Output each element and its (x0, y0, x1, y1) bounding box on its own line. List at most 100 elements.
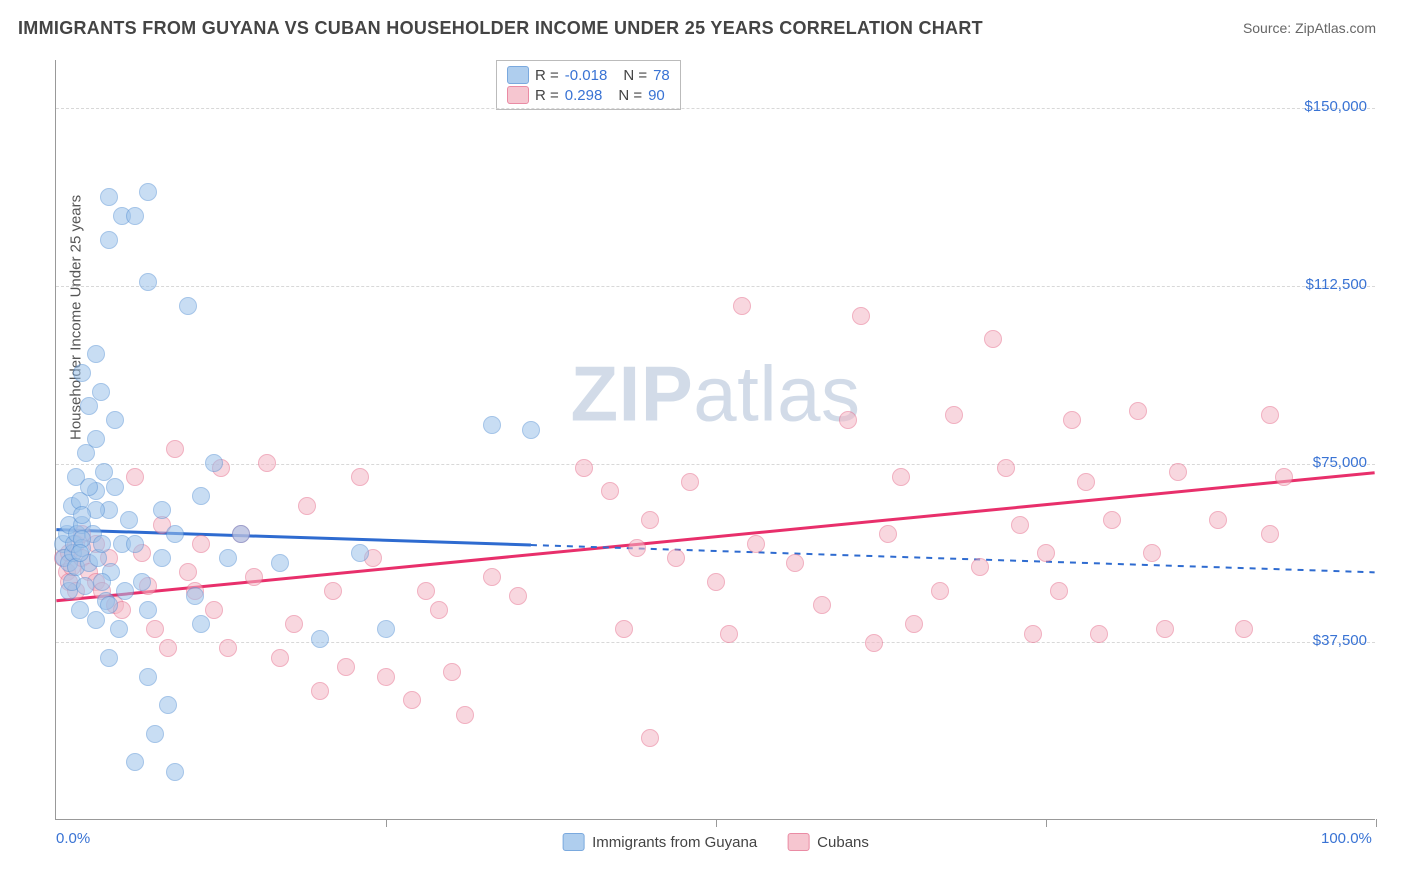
data-point-cubans (337, 658, 355, 676)
data-point-cubans (126, 468, 144, 486)
data-point-cubans (1129, 402, 1147, 420)
data-point-guyana (166, 525, 184, 543)
data-point-cubans (733, 297, 751, 315)
x-tick-mark (1046, 819, 1047, 827)
data-point-cubans (1090, 625, 1108, 643)
data-point-cubans (205, 601, 223, 619)
x-tick-mark (716, 819, 717, 827)
stat-n-cubans: 90 (648, 87, 665, 104)
data-point-cubans (641, 729, 659, 747)
stat-n-guyana: 78 (653, 67, 670, 84)
data-point-cubans (628, 539, 646, 557)
trendline-dash (531, 545, 1375, 572)
legend-item-cubans: Cubans (787, 833, 869, 851)
data-point-guyana (93, 573, 111, 591)
data-point-cubans (245, 568, 263, 586)
data-point-cubans (1024, 625, 1042, 643)
gridline (56, 108, 1375, 109)
data-point-guyana (71, 544, 89, 562)
legend-swatch-guyana (562, 833, 584, 851)
gridline (56, 642, 1375, 643)
data-point-cubans (1050, 582, 1068, 600)
data-point-guyana (146, 725, 164, 743)
x-tick-label: 0.0% (56, 830, 90, 847)
data-point-cubans (1011, 516, 1029, 534)
data-point-cubans (285, 615, 303, 633)
data-point-cubans (483, 568, 501, 586)
data-point-cubans (813, 596, 831, 614)
data-point-cubans (1143, 544, 1161, 562)
data-point-guyana (271, 554, 289, 572)
data-point-cubans (311, 682, 329, 700)
y-tick-label: $37,500 (1313, 632, 1367, 649)
data-point-cubans (443, 663, 461, 681)
data-point-guyana (100, 596, 118, 614)
gridline (56, 286, 1375, 287)
data-point-cubans (159, 639, 177, 657)
data-point-guyana (166, 763, 184, 781)
data-point-cubans (509, 587, 527, 605)
data-point-cubans (865, 634, 883, 652)
stat-r-cubans: 0.298 (565, 87, 603, 104)
y-tick-label: $150,000 (1304, 98, 1367, 115)
data-point-cubans (839, 411, 857, 429)
data-point-guyana (126, 753, 144, 771)
data-point-guyana (106, 411, 124, 429)
data-point-cubans (852, 307, 870, 325)
legend-stats-row-cubans: R = 0.298 N = 90 (507, 85, 670, 105)
data-point-cubans (1156, 620, 1174, 638)
data-point-guyana (311, 630, 329, 648)
data-point-guyana (76, 577, 94, 595)
data-point-guyana (205, 454, 223, 472)
data-point-guyana (179, 297, 197, 315)
data-point-guyana (186, 587, 204, 605)
data-point-cubans (430, 601, 448, 619)
data-point-cubans (377, 668, 395, 686)
data-point-cubans (892, 468, 910, 486)
data-point-guyana (139, 183, 157, 201)
data-point-guyana (87, 430, 105, 448)
data-point-guyana (139, 668, 157, 686)
data-point-cubans (601, 482, 619, 500)
data-point-guyana (133, 573, 151, 591)
data-point-guyana (87, 345, 105, 363)
x-tick-label: 100.0% (1321, 830, 1372, 847)
legend-item-guyana: Immigrants from Guyana (562, 833, 757, 851)
data-point-cubans (707, 573, 725, 591)
data-point-cubans (179, 563, 197, 581)
data-point-guyana (377, 620, 395, 638)
data-point-guyana (80, 397, 98, 415)
data-point-guyana (73, 364, 91, 382)
data-point-cubans (641, 511, 659, 529)
data-point-guyana (139, 273, 157, 291)
data-point-cubans (146, 620, 164, 638)
y-tick-label: $75,000 (1313, 454, 1367, 471)
trendlines-layer (56, 60, 1375, 819)
watermark-bold: ZIP (570, 349, 693, 437)
data-point-guyana (219, 549, 237, 567)
data-point-cubans (575, 459, 593, 477)
plot-area: ZIPatlas Householder Income Under 25 yea… (55, 60, 1375, 820)
data-point-cubans (1235, 620, 1253, 638)
data-point-guyana (106, 478, 124, 496)
stat-r-guyana: -0.018 (565, 67, 608, 84)
data-point-cubans (1077, 473, 1095, 491)
data-point-cubans (192, 535, 210, 553)
data-point-cubans (1209, 511, 1227, 529)
data-point-guyana (351, 544, 369, 562)
data-point-cubans (971, 558, 989, 576)
legend-label-guyana: Immigrants from Guyana (592, 834, 757, 851)
data-point-guyana (232, 525, 250, 543)
data-point-cubans (298, 497, 316, 515)
data-point-guyana (110, 620, 128, 638)
data-point-guyana (100, 649, 118, 667)
data-point-cubans (1037, 544, 1055, 562)
data-point-cubans (1275, 468, 1293, 486)
stat-r-label: R = (535, 67, 559, 84)
data-point-cubans (219, 639, 237, 657)
data-point-cubans (1063, 411, 1081, 429)
data-point-cubans (931, 582, 949, 600)
legend-swatch-cubans (787, 833, 809, 851)
data-point-cubans (456, 706, 474, 724)
data-point-guyana (87, 611, 105, 629)
